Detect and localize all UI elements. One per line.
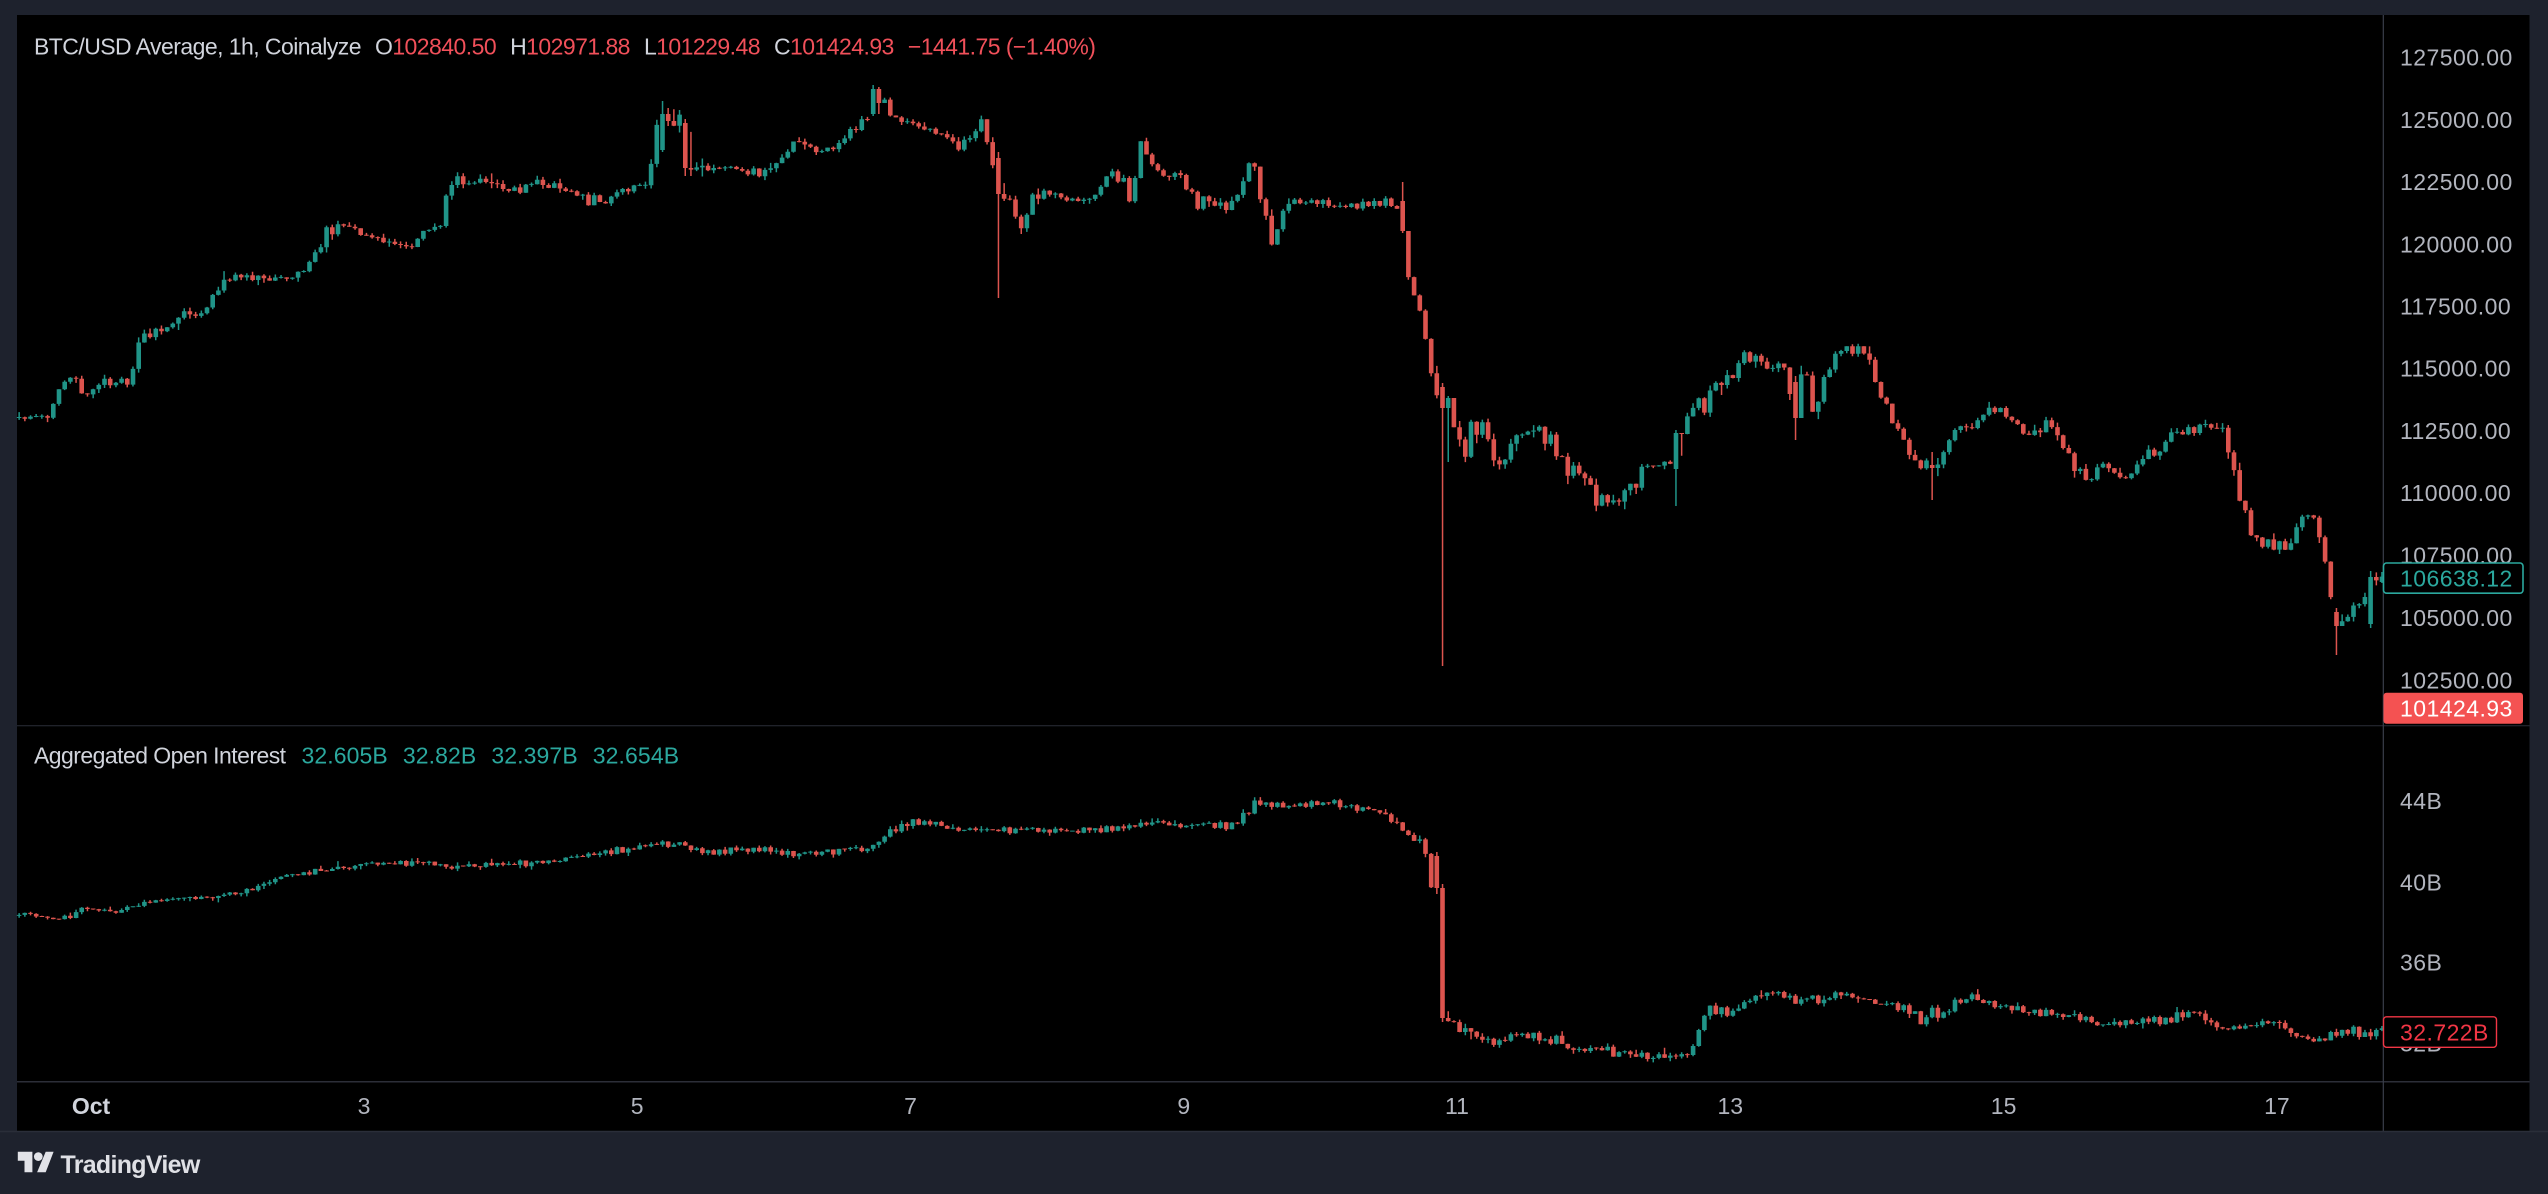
svg-text:32.722B: 32.722B [2400, 1019, 2489, 1045]
svg-text:5: 5 [631, 1093, 644, 1119]
svg-text:122500.00: 122500.00 [2400, 169, 2513, 195]
svg-text:106638.12: 106638.12 [2400, 565, 2513, 591]
svg-text:TradingView: TradingView [61, 1151, 201, 1179]
svg-text:44B: 44B [2400, 788, 2442, 814]
svg-text:11: 11 [1445, 1093, 1469, 1119]
svg-text:9: 9 [1177, 1093, 1190, 1119]
svg-text:110000.00: 110000.00 [2400, 480, 2511, 506]
svg-text:112500.00: 112500.00 [2400, 418, 2511, 444]
svg-text:Oct: Oct [72, 1093, 111, 1119]
svg-text:102500.00: 102500.00 [2400, 667, 2513, 693]
svg-text:117500.00: 117500.00 [2400, 293, 2511, 319]
svg-text:101424.93: 101424.93 [2400, 695, 2513, 721]
svg-text:120000.00: 120000.00 [2400, 231, 2513, 257]
svg-text:BTC/USD Average, 1h, Coinalyze: BTC/USD Average, 1h, Coinalyze O102840.50… [34, 34, 1095, 60]
svg-text:7: 7 [904, 1093, 917, 1119]
svg-text:17: 17 [2264, 1093, 2290, 1119]
svg-text:3: 3 [358, 1093, 371, 1119]
svg-text:105000.00: 105000.00 [2400, 605, 2513, 631]
svg-text:125000.00: 125000.00 [2400, 107, 2513, 133]
svg-text:13: 13 [1718, 1093, 1744, 1119]
svg-text:36B: 36B [2400, 949, 2442, 975]
svg-text:40B: 40B [2400, 870, 2442, 896]
svg-text:15: 15 [1991, 1093, 2017, 1119]
svg-text:115000.00: 115000.00 [2400, 356, 2511, 382]
svg-text:127500.00: 127500.00 [2400, 45, 2513, 71]
